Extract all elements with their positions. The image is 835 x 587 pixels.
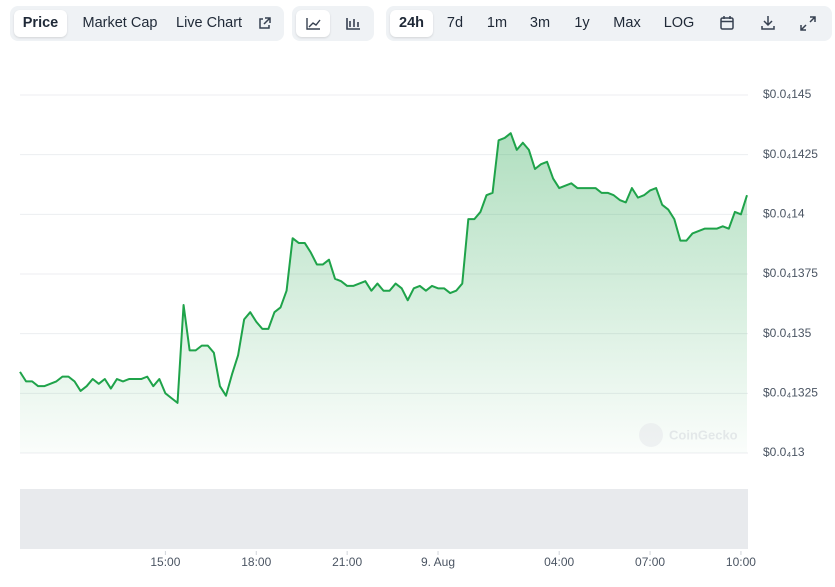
y-tick-label: $0.0₄1325 [763,386,818,400]
price-area [20,133,747,453]
y-tick-label: $0.0₄135 [763,326,812,340]
price-line [19,132,748,404]
volume-band [20,489,748,549]
range-button[interactable]: 1y [574,15,590,31]
watermark: CoinGecko [639,423,738,447]
candle-style-button[interactable] [336,10,370,37]
fullscreen-button[interactable] [791,10,825,37]
x-tick-label: 07:00 [635,555,665,569]
range-button[interactable]: LOG [663,15,695,31]
x-tick-label: 10:00 [726,555,756,569]
y-tick-label: $0.0₄1375 [763,266,818,280]
x-tick-label: 21:00 [332,555,362,569]
range-button[interactable]: 24h [390,10,433,37]
y-tick-label: $0.0₄14 [763,207,805,221]
x-tick-label: 04:00 [544,555,574,569]
watermark-text: CoinGecko [669,427,738,442]
range-button[interactable]: Max [613,15,641,31]
x-tick-label: 18:00 [241,555,271,569]
range-button[interactable]: 7d [446,15,464,31]
range-button[interactable]: 3m [529,15,551,31]
tab-button[interactable]: Live Chart [176,15,243,31]
range-group: 24h 7d 1m 3m 1y Max LOG [386,6,832,41]
tab-button[interactable]: Market Cap [82,15,158,31]
line-style-button[interactable] [296,10,330,37]
calendar-button[interactable] [710,10,744,37]
download-button[interactable] [751,10,785,37]
chart-style-group [292,6,374,41]
x-tick-label: 15:00 [150,555,180,569]
y-tick-label: $0.0₄145 [763,87,812,101]
external-icon [259,17,271,29]
x-tick-label: 9. Aug [421,555,455,569]
tab-group: Price Market Cap Live Chart [10,6,284,41]
range-button[interactable]: 1m [486,15,508,31]
tab-button[interactable]: Price [14,10,67,37]
y-tick-label: $0.0₄1425 [763,147,818,161]
y-tick-label: $0.0₄13 [763,445,805,459]
